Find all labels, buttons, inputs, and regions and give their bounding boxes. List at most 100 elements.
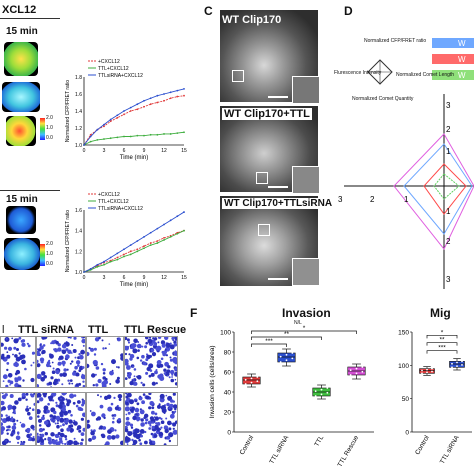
data-point	[156, 227, 159, 230]
box-point	[431, 370, 433, 373]
data-point	[149, 103, 152, 106]
data-point	[116, 252, 119, 255]
y-tick-label: 100	[398, 363, 409, 370]
legend-w-1: W	[458, 39, 466, 48]
y-tick-label: 60	[224, 370, 232, 377]
panel-f-letter: F	[190, 306, 198, 320]
legend-entry: TTLsiRNA+CXCL12	[98, 206, 143, 212]
transwell-image	[36, 336, 86, 388]
y-tick-label: 1.0	[75, 270, 82, 276]
data-point	[163, 239, 165, 241]
transwell-image	[86, 336, 124, 388]
significance-bracket	[426, 350, 458, 354]
colorbar-top-min: 0.0	[46, 135, 53, 141]
x-tick-label: 6	[123, 275, 126, 281]
y-tick-label: 1.2	[75, 249, 82, 255]
data-point	[109, 118, 112, 121]
box-point	[451, 362, 453, 365]
transwell-stain	[87, 394, 123, 445]
data-point	[149, 231, 152, 234]
panel-e-col-2: TTL siRNA	[18, 324, 75, 336]
data-point	[169, 133, 172, 135]
radar-num-4: 3	[446, 101, 451, 110]
box-point	[451, 366, 453, 369]
data-point	[103, 263, 105, 266]
transwell-image	[0, 336, 36, 388]
radar-label-left: Flurescence Intensity	[334, 70, 382, 76]
data-point	[89, 133, 92, 136]
box-point	[244, 378, 247, 381]
radar-label-bottom: Normalized Comet Quantity	[352, 96, 414, 102]
data-point	[169, 97, 172, 100]
panel-e-col-1: l	[2, 324, 5, 336]
box-point	[426, 368, 428, 371]
data-point	[183, 211, 185, 213]
panel-e-col-4: TTL Rescue	[124, 324, 187, 336]
radar-num-8: 2	[446, 237, 451, 246]
scale-bar-3	[268, 278, 288, 280]
data-point	[143, 134, 145, 137]
box-point	[326, 387, 329, 389]
significance-bracket	[426, 342, 458, 346]
radar-label-top: Normalized CFP/FRET ratio	[364, 38, 426, 44]
data-point	[116, 136, 119, 139]
box-point	[256, 376, 259, 378]
data-point	[96, 263, 99, 266]
transwell-stain	[1, 393, 35, 445]
box-point	[285, 359, 288, 362]
transwell-stain	[125, 337, 177, 387]
box-body	[242, 376, 261, 385]
x-tick-label: 3	[103, 148, 106, 154]
data-point	[143, 235, 145, 238]
significance-bracket	[251, 343, 287, 347]
transwell-stain	[125, 393, 177, 445]
series-line	[83, 230, 185, 273]
colorbar-bottom-max: 2.0	[46, 241, 53, 247]
data-point	[163, 223, 165, 226]
radar-num-9: 3	[446, 275, 451, 284]
x-tick-label: 15	[181, 148, 187, 154]
fret-cell-image-2	[2, 82, 40, 112]
data-point	[149, 97, 152, 100]
data-point	[83, 271, 85, 273]
x-tick-label: 12	[161, 148, 167, 154]
box-point	[244, 383, 247, 385]
y-axis-label: Normalized CFP/FRET ratio	[65, 80, 71, 142]
significance-label: *	[441, 329, 444, 336]
y-tick-label: 150	[398, 330, 409, 337]
series-line	[83, 95, 185, 146]
data-point	[183, 131, 185, 134]
zoom-box-1	[232, 70, 244, 82]
legend-w-2: W	[458, 55, 466, 64]
radar-num-1: 3	[338, 195, 343, 204]
legend-entry: TTL+CXCL12	[98, 199, 129, 205]
legend-w-3: W	[458, 71, 466, 80]
box-point	[349, 369, 352, 372]
x-tick-label: 0	[83, 148, 86, 154]
data-point	[109, 137, 112, 140]
y-tick-label: 0	[405, 430, 409, 437]
transwell-stain	[1, 337, 35, 387]
box-point	[355, 367, 358, 370]
data-point	[123, 113, 125, 116]
data-point	[183, 88, 185, 90]
significance-bracket	[251, 336, 322, 340]
fret-ratio-chart-top: 1.0 1.2 1.4 1.6 1.8 0 3 6 9 12 15 Time (min) Normali…	[65, 59, 187, 161]
data-point	[156, 240, 159, 242]
box-point	[426, 371, 428, 374]
data-point	[129, 110, 132, 112]
radar-label-right: Normalized Comet Length	[396, 72, 454, 78]
data-point	[96, 139, 99, 141]
box-point	[456, 361, 458, 364]
data-point	[123, 135, 125, 138]
zoom-box-2	[256, 172, 268, 184]
series-line	[83, 131, 185, 146]
box-point	[461, 360, 463, 363]
micro-title-3: WT Clip170+TTLsiRNA	[222, 198, 335, 209]
box-point	[326, 391, 329, 394]
data-point	[103, 125, 105, 128]
panel-d-letter: D	[344, 4, 353, 18]
y-tick-label: 40	[224, 390, 232, 397]
data-point	[96, 265, 99, 268]
data-point	[176, 132, 179, 134]
